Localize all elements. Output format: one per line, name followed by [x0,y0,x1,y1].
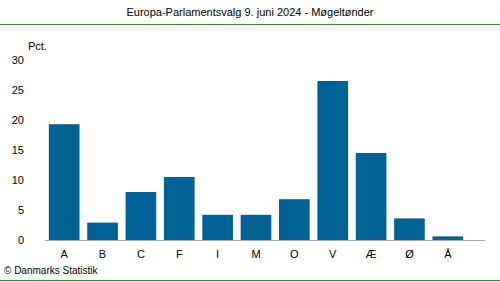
y-tick-label: 5 [18,204,24,216]
y-tick-label: 20 [12,114,24,126]
x-tick-label: F [176,248,183,260]
y-tick-label: 10 [12,174,24,186]
bar [241,215,272,240]
x-tick-label: B [99,248,106,260]
bar [432,236,463,240]
bar [164,177,195,240]
x-tick-label: Æ [366,248,377,260]
bar [394,218,425,240]
chart-container: Europa-Parlamentsvalg 9. juni 2024 - Møg… [0,0,500,282]
y-tick-label: 0 [18,234,24,246]
bar [317,81,348,240]
title: Europa-Parlamentsvalg 9. juni 2024 - Møg… [126,6,373,18]
bar [126,192,157,240]
y-tick-label: 15 [12,144,24,156]
title-rule [0,24,500,25]
y-tick-label: 30 [12,54,24,66]
bottom-rule [0,280,500,281]
bar [356,153,387,240]
x-tick-label: A [61,248,69,260]
x-tick-label: I [216,248,219,260]
bar [87,223,118,240]
x-axis-line [45,240,485,241]
x-tick-label: Å [444,248,452,260]
x-tick-label: O [290,248,299,260]
x-tick-label: Ø [405,248,414,260]
chart: Europa-Parlamentsvalg 9. juni 2024 - Møg… [0,0,500,282]
bar [279,199,310,240]
source: © Danmarks Statistik [4,265,99,276]
x-tick-label: V [329,248,337,260]
x-tick-label: M [251,248,260,260]
x-tick-label: C [137,248,145,260]
bar [202,215,233,240]
y-tick-label: 25 [12,84,24,96]
bars [49,81,463,240]
y-axis-label: Pct. [28,40,47,52]
bar [49,124,80,240]
